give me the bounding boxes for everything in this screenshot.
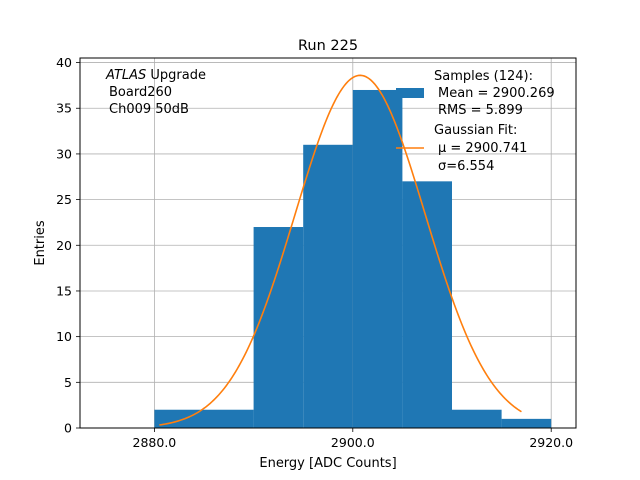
x-tick-label: 2920.0 (529, 435, 573, 450)
y-tick-label: 10 (56, 329, 72, 344)
histogram-bars (154, 89, 552, 428)
histogram-bar (352, 89, 403, 428)
legend: Samples (124): Mean = 2900.269 RMS = 5.8… (396, 69, 555, 174)
legend-hist-line-1: Samples (124): (434, 69, 533, 84)
y-tick-label: 0 (64, 421, 72, 436)
axis-ticks: 2880.0 2900.0 2920.0 0 5 10 15 20 25 30 35 40 (56, 55, 573, 450)
legend-fit-line-2: μ = 2900.741 (438, 141, 527, 156)
annotation-line-1: ATLAS Upgrade (105, 68, 206, 83)
histogram-bar (452, 409, 502, 428)
plot-frame (79, 57, 577, 429)
histogram-bar (501, 418, 552, 428)
histogram-bar (154, 409, 254, 428)
histogram-bar (253, 227, 304, 428)
y-tick-label: 15 (56, 283, 72, 298)
y-tick-label: 35 (56, 101, 72, 116)
y-tick-label: 25 (56, 192, 72, 207)
legend-fit-line-3: σ=6.554 (438, 159, 494, 174)
legend-hist-line-2: Mean = 2900.269 (438, 86, 555, 101)
annotation-board: Board260 (109, 85, 172, 100)
atlas-annotation: ATLAS Upgrade Board260 Ch009 50dB (105, 68, 206, 117)
legend-hist-line-3: RMS = 5.899 (438, 103, 523, 118)
annotation-upgrade: Upgrade (146, 68, 206, 83)
y-tick-label: 30 (56, 146, 72, 161)
histogram-bar (303, 144, 353, 428)
y-tick-label: 40 (56, 55, 72, 70)
chart-title: Run 225 (298, 38, 358, 54)
x-axis-label: Energy [ADC Counts] (259, 456, 396, 471)
x-tick-label: 2880.0 (133, 435, 177, 450)
annotation-atlas: ATLAS (105, 68, 146, 83)
x-tick-label: 2900.0 (331, 435, 375, 450)
y-axis-label: Entries (33, 220, 48, 266)
gaussian-fit (159, 74, 522, 426)
gaussian-fit-line (159, 74, 522, 426)
legend-hist-swatch (396, 88, 424, 98)
annotation-channel: Ch009 50dB (109, 102, 189, 117)
y-tick-label: 20 (56, 238, 72, 253)
y-tick-label: 5 (64, 375, 72, 390)
legend-fit-line-1: Gaussian Fit: (434, 123, 517, 138)
